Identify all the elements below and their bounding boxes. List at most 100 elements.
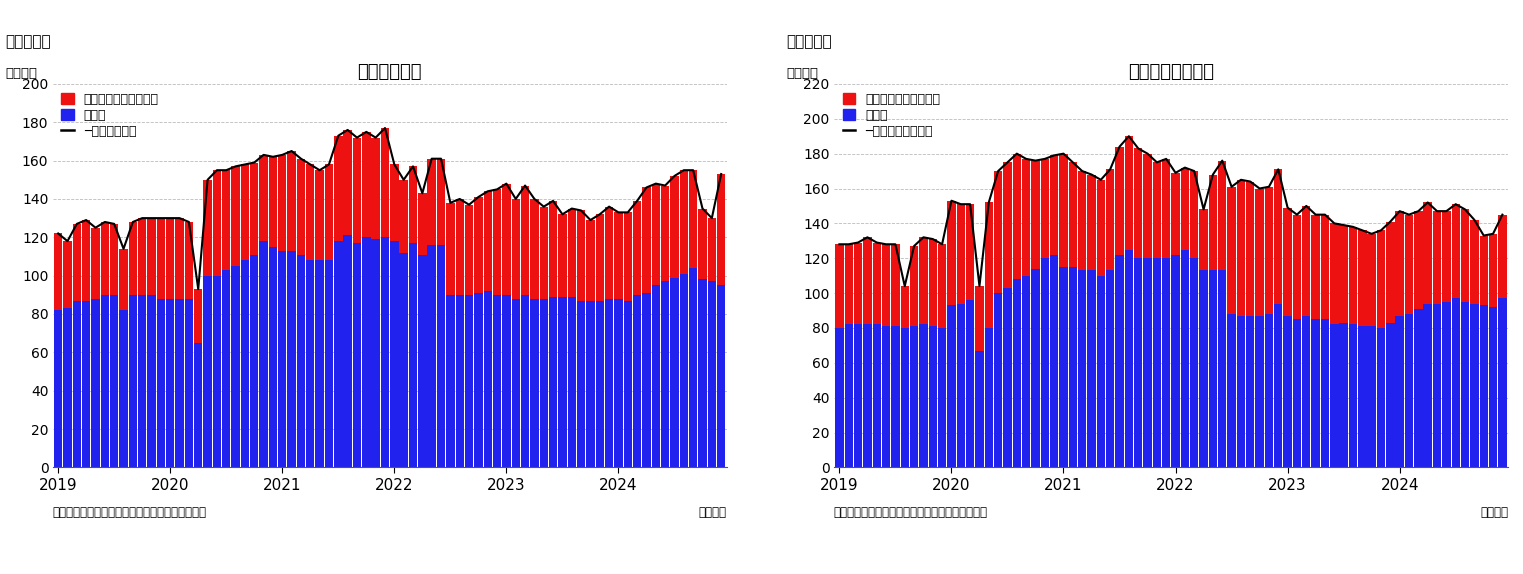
Bar: [493, 189, 501, 295]
Bar: [1395, 316, 1404, 467]
Bar: [1135, 149, 1142, 258]
─住宅着工件数: [487, 186, 506, 193]
Bar: [324, 165, 334, 261]
Bar: [1246, 316, 1255, 467]
Bar: [938, 245, 946, 328]
Bar: [483, 191, 492, 291]
Bar: [661, 281, 669, 467]
Bar: [446, 203, 454, 295]
Text: （万件）: （万件）: [786, 67, 818, 80]
Bar: [1013, 279, 1020, 467]
Bar: [1433, 211, 1441, 304]
Bar: [670, 278, 679, 467]
Bar: [184, 222, 193, 298]
Bar: [1004, 162, 1011, 288]
Bar: [288, 151, 295, 251]
Bar: [250, 162, 259, 254]
Bar: [605, 298, 614, 467]
Bar: [1171, 255, 1180, 467]
─住宅着工件数: [516, 182, 535, 189]
Bar: [929, 239, 937, 326]
Bar: [91, 298, 99, 467]
Bar: [419, 193, 426, 254]
Bar: [1377, 328, 1386, 467]
Bar: [148, 218, 155, 295]
Bar: [1087, 174, 1095, 270]
Bar: [512, 199, 519, 298]
Bar: [1144, 154, 1151, 258]
Bar: [1284, 208, 1292, 316]
Line: ─住宅建築許可件数: ─住宅建築許可件数: [839, 136, 1502, 286]
Title: 住宅着工件数: 住宅着工件数: [358, 63, 422, 81]
Bar: [1004, 288, 1011, 467]
Bar: [503, 184, 510, 295]
Bar: [437, 245, 445, 467]
Bar: [1302, 316, 1310, 467]
Bar: [53, 234, 62, 310]
Text: （万件）: （万件）: [6, 67, 38, 80]
Bar: [699, 208, 707, 280]
Bar: [1404, 314, 1413, 467]
Bar: [1284, 316, 1292, 467]
Bar: [1237, 316, 1246, 467]
Bar: [1424, 203, 1432, 304]
Bar: [1097, 180, 1106, 276]
Text: （図表１）: （図表１）: [6, 34, 50, 49]
Bar: [1404, 215, 1413, 314]
Bar: [947, 305, 955, 467]
Bar: [1359, 326, 1366, 467]
Bar: [956, 204, 966, 304]
Bar: [1013, 154, 1020, 279]
Bar: [353, 243, 361, 467]
Bar: [1060, 267, 1068, 467]
Bar: [419, 254, 426, 467]
Bar: [324, 261, 334, 467]
Bar: [670, 176, 679, 278]
Bar: [231, 166, 239, 266]
Bar: [428, 245, 436, 467]
Bar: [306, 261, 314, 467]
Bar: [474, 293, 483, 467]
Bar: [315, 170, 324, 261]
Bar: [315, 261, 324, 467]
Bar: [1040, 258, 1049, 467]
Bar: [1209, 270, 1217, 467]
Bar: [947, 201, 955, 305]
Bar: [909, 326, 918, 467]
Bar: [119, 249, 128, 310]
Bar: [634, 295, 641, 467]
Bar: [231, 266, 239, 467]
Bar: [334, 135, 343, 241]
Bar: [437, 158, 445, 245]
Bar: [845, 245, 853, 324]
─住宅建築許可件数: [1298, 203, 1316, 210]
Bar: [204, 180, 212, 276]
Bar: [372, 239, 379, 467]
Bar: [148, 295, 155, 467]
Bar: [1200, 210, 1208, 270]
Bar: [909, 246, 918, 326]
Bar: [503, 295, 510, 467]
─住宅着工件数: [282, 148, 300, 154]
Bar: [1255, 316, 1264, 467]
Bar: [1415, 309, 1422, 467]
Bar: [652, 285, 659, 467]
Bar: [539, 207, 548, 298]
Bar: [1200, 270, 1208, 467]
Bar: [1135, 258, 1142, 467]
Bar: [854, 243, 862, 324]
Bar: [595, 214, 605, 301]
Bar: [279, 251, 286, 467]
Bar: [1106, 270, 1115, 467]
Bar: [474, 197, 483, 293]
Bar: [1320, 319, 1330, 467]
Bar: [82, 220, 90, 301]
Bar: [1293, 319, 1301, 467]
Bar: [101, 295, 110, 467]
Bar: [956, 304, 966, 467]
Bar: [184, 298, 193, 467]
Bar: [900, 328, 909, 467]
Bar: [854, 324, 862, 467]
Bar: [372, 138, 379, 239]
Bar: [1339, 323, 1348, 467]
